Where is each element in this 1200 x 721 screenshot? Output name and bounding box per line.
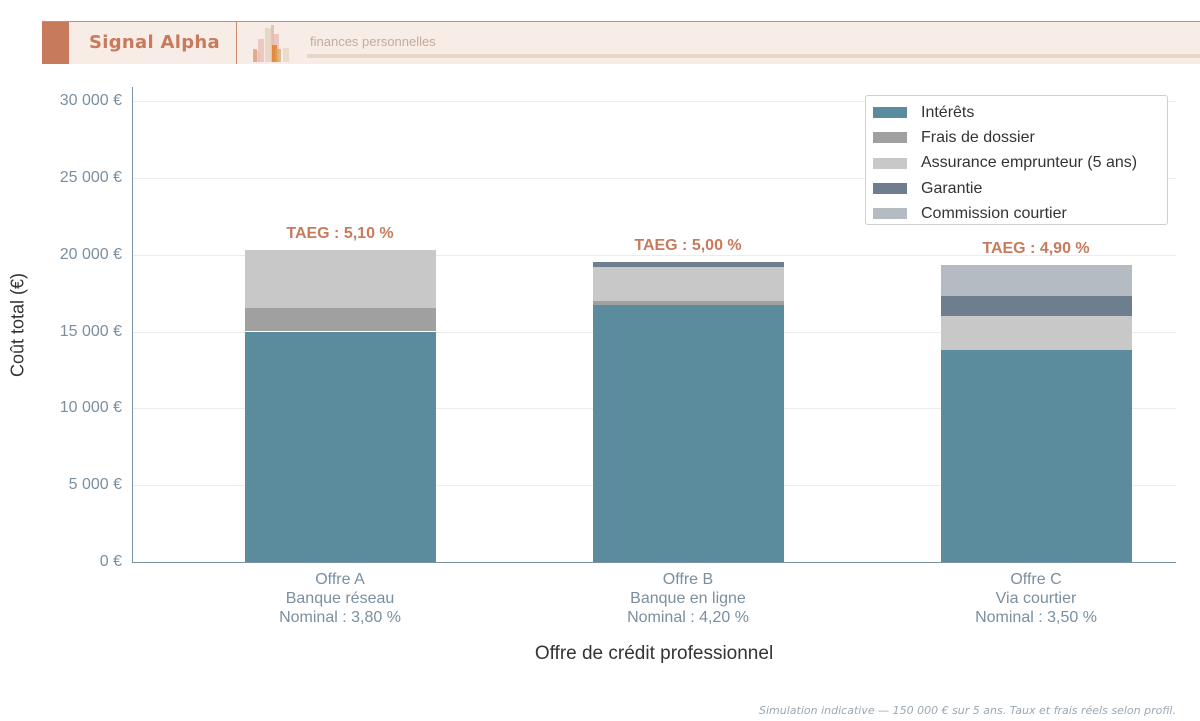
category-name: Offre C bbox=[1010, 571, 1062, 588]
bar-segment-frais-de-dossier bbox=[244, 308, 436, 332]
taeg-label: TAEG : 5,10 % bbox=[286, 225, 394, 243]
bar-segment-intérêts bbox=[244, 331, 436, 562]
gridline bbox=[133, 255, 1176, 256]
legend-swatch-icon bbox=[873, 132, 907, 144]
category-name: Offre B bbox=[662, 571, 714, 588]
y-axis-title: Coût total (€) bbox=[7, 272, 28, 378]
legend-label: Frais de dossier bbox=[921, 128, 1035, 146]
app-header: Signal Alpha finances personnelles bbox=[42, 21, 1200, 64]
bar-segment-assurance-emprunteur-5-ans- bbox=[592, 266, 784, 301]
taeg-label: TAEG : 4,90 % bbox=[982, 240, 1090, 258]
legend-swatch-icon bbox=[873, 208, 907, 220]
category-lender: Via courtier bbox=[995, 590, 1077, 607]
legend-item: Intérêts bbox=[873, 100, 1167, 125]
legend-swatch-icon bbox=[873, 157, 907, 169]
legend-swatch-icon bbox=[873, 183, 907, 195]
x-axis-line bbox=[132, 562, 1176, 563]
category-nominal-rate: Nominal : 4,20 % bbox=[627, 609, 749, 626]
bar-segment-garantie bbox=[940, 296, 1132, 317]
bar-segment-garantie bbox=[592, 262, 784, 267]
x-category-offre-b: Offre B Banque en ligne Nominal : 4,20 % bbox=[627, 570, 749, 627]
category-nominal-rate: Nominal : 3,50 % bbox=[975, 609, 1097, 626]
legend-item: Frais de dossier bbox=[873, 125, 1167, 150]
y-tick-label: 10 000 € bbox=[59, 399, 122, 416]
bar-segment-assurance-emprunteur-5-ans- bbox=[244, 250, 436, 309]
chart-legend: Intérêts Frais de dossier Assurance emprun… bbox=[865, 95, 1168, 225]
x-category-offre-c: Offre C Via courtier Nominal : 3,50 % bbox=[975, 570, 1097, 627]
legend-swatch-icon bbox=[873, 107, 907, 119]
category-nominal-rate: Nominal : 3,80 % bbox=[279, 609, 401, 626]
tagline-underline bbox=[307, 54, 1200, 58]
footnote: Simulation indicative — 150 000 € sur 5 … bbox=[759, 704, 1176, 717]
bar-segment-assurance-emprunteur-5-ans- bbox=[940, 316, 1132, 350]
category-lender: Banque réseau bbox=[285, 590, 395, 607]
y-tick-label: 15 000 € bbox=[59, 323, 122, 340]
y-axis-line bbox=[132, 87, 133, 563]
category-lender: Banque en ligne bbox=[630, 590, 746, 607]
y-tick-label: 0 € bbox=[99, 553, 122, 570]
header-divider bbox=[236, 22, 237, 64]
bar-segment-frais-de-dossier bbox=[592, 300, 784, 306]
y-tick-label: 20 000 € bbox=[59, 246, 122, 263]
brand-accent-block bbox=[42, 22, 69, 64]
bar-segment-intérêts bbox=[940, 349, 1132, 562]
y-tick-label: 5 000 € bbox=[68, 476, 122, 493]
brand-name: Signal Alpha bbox=[89, 32, 220, 53]
taeg-label: TAEG : 5,00 % bbox=[634, 237, 742, 255]
legend-item: Assurance emprunteur (5 ans) bbox=[873, 151, 1167, 176]
gridline bbox=[133, 101, 1176, 102]
y-tick-label: 25 000 € bbox=[59, 169, 122, 186]
legend-label: Commission courtier bbox=[921, 204, 1067, 222]
bar-segment-intérêts bbox=[592, 305, 784, 562]
bar-chart-logo-icon bbox=[253, 25, 289, 62]
legend-label: Assurance emprunteur (5 ans) bbox=[921, 154, 1138, 172]
gridline bbox=[133, 178, 1176, 179]
legend-label: Intérêts bbox=[921, 103, 975, 121]
legend-item: Garantie bbox=[873, 176, 1167, 201]
bar-segment-commission-courtier bbox=[940, 265, 1132, 297]
bar-offre-b bbox=[592, 0, 784, 721]
x-category-offre-a: Offre A Banque réseau Nominal : 3,80 % bbox=[279, 570, 401, 627]
bar-offre-c bbox=[940, 0, 1132, 721]
legend-label: Garantie bbox=[921, 179, 983, 197]
bar-offre-a bbox=[244, 0, 436, 721]
category-name: Offre A bbox=[315, 571, 365, 588]
tagline: finances personnelles bbox=[310, 34, 436, 49]
legend-item: Commission courtier bbox=[873, 201, 1167, 226]
x-axis-title: Offre de crédit professionnel bbox=[534, 643, 774, 664]
y-tick-label: 30 000 € bbox=[59, 92, 122, 109]
